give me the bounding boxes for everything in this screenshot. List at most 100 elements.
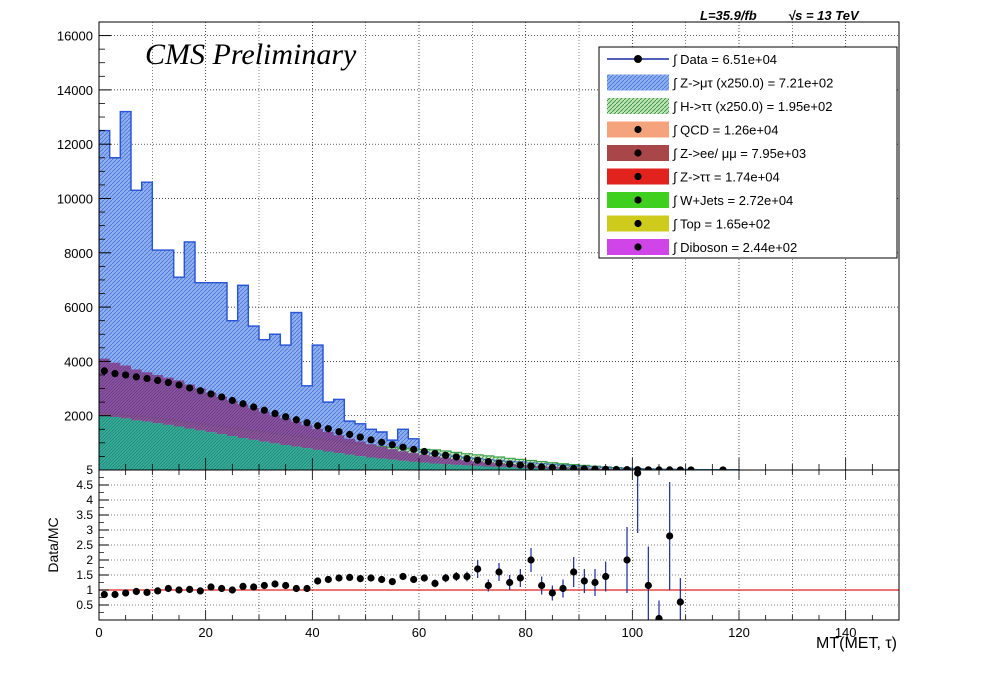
stack-upper-fill <box>99 358 739 470</box>
ratio-data-point <box>463 572 471 581</box>
legend-swatch-marker <box>634 243 642 251</box>
ratio-data-point <box>100 590 108 599</box>
ratio-data-points <box>100 470 684 620</box>
main-data-point <box>186 384 194 392</box>
main-y-tick-label: 10000 <box>57 191 93 206</box>
main-data-point <box>250 403 258 411</box>
ratio-data-point <box>666 532 674 540</box>
main-data-point <box>378 438 386 446</box>
ratio-data-point <box>260 581 268 590</box>
main-data-point <box>335 428 343 436</box>
legend-label-data: ∫ Data = 6.51e+04 <box>672 52 777 67</box>
ratio-data-point <box>570 568 578 576</box>
ratio-x-tick-label: 140 <box>835 625 857 640</box>
main-data-point <box>506 460 514 468</box>
legend-swatch-htautau <box>607 98 669 114</box>
ratio-x-tick-label: 100 <box>621 625 643 640</box>
main-data-point <box>538 463 546 471</box>
ratio-data-point <box>495 568 503 576</box>
ratio-data-point <box>111 590 119 599</box>
legend-entry-wjets: ∫ W+Jets = 2.72e+04 <box>607 192 793 208</box>
ratio-data-point <box>591 578 599 587</box>
ratio-y-tick-label: 2 <box>86 553 93 567</box>
ratio-data-point <box>132 587 140 596</box>
main-data-point <box>271 409 279 418</box>
cms-preliminary-label: CMS Preliminary <box>145 38 357 71</box>
ratio-data-point <box>676 598 684 606</box>
legend-label-ztaumu: ∫ Z->μτ (x250.0) = 7.21e+02 <box>672 76 833 91</box>
ratio-data-point <box>399 572 407 581</box>
ratio-y-tick-label: 4 <box>86 493 93 507</box>
legend-entry-zeemumu: ∫ Z->ee/ μμ = 7.95e+03 <box>607 145 806 161</box>
main-data-points <box>100 367 727 474</box>
main-data-point <box>143 374 151 383</box>
ratio-data-point <box>292 584 300 593</box>
ratio-data-point <box>378 575 386 584</box>
main-data-point <box>484 457 492 466</box>
main-data-point <box>474 456 482 464</box>
legend-entry-qcd: ∫ QCD = 1.26e+04 <box>607 121 778 138</box>
ratio-x-tick-label: 0 <box>95 625 102 640</box>
ratio-y-tick-label: 3.5 <box>76 508 93 522</box>
ratio-data-point <box>559 584 567 593</box>
ratio-data-point <box>527 556 535 564</box>
main-data-point <box>164 378 172 387</box>
main-y-tick-label: 4000 <box>64 354 93 369</box>
ratio-data-point <box>154 587 162 595</box>
ratio-y-tick-label: 1 <box>86 583 93 597</box>
ratio-data-point <box>239 582 247 591</box>
main-data-point <box>431 449 439 458</box>
main-x-axis <box>98 458 900 470</box>
ratio-y-tick-label: 4.5 <box>76 478 93 492</box>
ratio-data-point <box>164 584 172 593</box>
main-data-point <box>303 419 311 427</box>
legend-entry-data: ∫ Data = 6.51e+04 <box>607 52 777 67</box>
ratio-y-axis-title: Data/MC <box>45 517 61 572</box>
main-data-point <box>292 416 300 424</box>
legend-swatch-marker <box>634 196 642 204</box>
ratio-data-point <box>644 581 652 590</box>
ratio-data-point <box>602 572 610 581</box>
ratio-data-point <box>420 574 428 582</box>
ratio-data-point <box>484 581 492 590</box>
ratio-data-point <box>324 575 332 584</box>
ratio-data-point <box>271 580 279 588</box>
legend: ∫ Data = 6.51e+04 ∫ Z->μτ (x250.0) = 7.21… <box>598 46 898 259</box>
x-axis-title: MT(MET, τ) <box>816 635 897 652</box>
ratio-data-point <box>506 578 514 587</box>
main-y-axis: 2000 4000 6000 8000 10000 12000 14000 16000 <box>57 29 111 457</box>
legend-label-diboson: ∫ Diboson = 2.44e+02 <box>672 240 797 255</box>
main-data-point <box>527 462 535 470</box>
legend-swatch-marker <box>634 125 642 134</box>
ratio-x-tick-label: 20 <box>198 625 212 640</box>
legend-label-zeemumu: ∫ Z->ee/ μμ = 7.95e+03 <box>672 146 806 161</box>
legend-swatch-ztaumu <box>607 74 669 91</box>
main-data-point <box>516 461 524 469</box>
ratio-data-point <box>634 470 642 477</box>
main-data-point <box>282 413 290 421</box>
ratio-data-point <box>282 581 290 590</box>
ratio-data-point <box>186 585 194 594</box>
legend-label-top: ∫ Top = 1.65e+02 <box>672 217 770 232</box>
ratio-data-point <box>175 586 183 594</box>
main-data-point <box>314 422 322 430</box>
legend-swatch-marker <box>634 149 642 157</box>
legend-swatch-marker <box>634 219 642 228</box>
ratio-data-point <box>335 574 343 582</box>
energy-label: √s = 13 TeV <box>788 8 860 23</box>
main-y-tick-label: 14000 <box>57 83 93 98</box>
main-data-point <box>367 436 375 444</box>
stack-lower-fill <box>99 415 739 470</box>
ratio-data-point <box>410 575 418 584</box>
ratio-data-point <box>548 589 556 597</box>
ratio-y-axis: 0.511.522.533.544.55 <box>76 463 109 613</box>
legend-entry-ztaumu: ∫ Z->μτ (x250.0) = 7.21e+02 <box>607 74 833 91</box>
main-data-point <box>196 387 204 395</box>
ratio-x-tick-label: 60 <box>412 625 426 640</box>
main-data-point <box>175 381 183 389</box>
main-data-point <box>132 373 140 381</box>
ratio-data-point <box>474 565 482 573</box>
ratio-data-point <box>250 583 258 591</box>
ratio-data-point <box>346 573 354 582</box>
ratio-data-point <box>431 579 439 588</box>
